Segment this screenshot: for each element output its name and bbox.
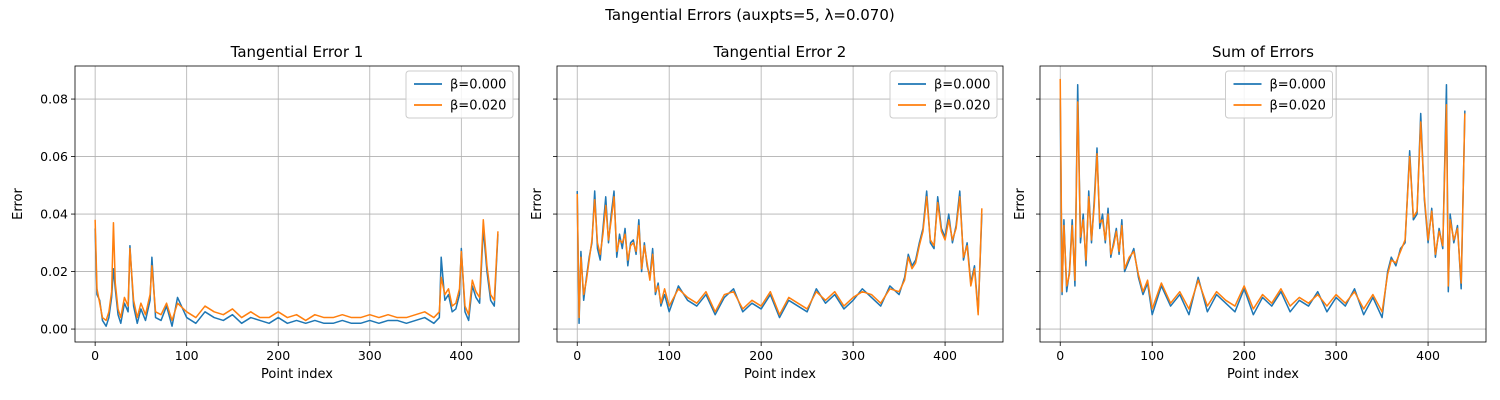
y-tick-label: 0.04	[40, 207, 68, 222]
y-axis-label: Error	[1013, 188, 1028, 220]
x-tick-label: 400	[449, 348, 473, 363]
legend-label-0: β=0.000	[450, 78, 506, 93]
x-tick-label: 300	[358, 348, 382, 363]
x-tick-label: 300	[841, 348, 865, 363]
legend-label-1: β=0.020	[934, 99, 990, 114]
series-line-1	[94, 219, 499, 322]
x-tick-label: 200	[749, 348, 773, 363]
x-tick-label: 400	[1416, 348, 1440, 363]
x-tick-label: 100	[657, 348, 681, 363]
x-tick-label: 400	[933, 348, 957, 363]
series-line-0	[576, 190, 983, 325]
legend-box	[1225, 70, 1333, 119]
legend-box	[405, 70, 514, 119]
x-tick-label: 100	[1140, 348, 1164, 363]
axes-frame	[556, 65, 1004, 343]
x-tick-label: 0	[573, 348, 581, 363]
y-tick-label: 0.00	[40, 322, 68, 337]
series-line-1	[576, 193, 983, 319]
x-tick-label: 200	[1232, 348, 1256, 363]
legend: β=0.000 β=0.020	[405, 70, 514, 119]
legend-label-1: β=0.020	[1270, 99, 1326, 114]
subplot-1: 0 100 200 300 400 0.00 0.02 0.04 0.06 0.08 Tangent…	[11, 43, 520, 382]
x-tick-label: 0	[91, 348, 99, 363]
legend-label-1: β=0.020	[450, 99, 506, 114]
subplot-title: Sum of Errors	[1212, 43, 1314, 61]
series-line-1	[1059, 78, 1466, 313]
y-tick-label: 0.02	[40, 264, 68, 279]
x-tick-label: 300	[1324, 348, 1348, 363]
y-axis-label: Error	[11, 188, 26, 220]
x-tick-label: 100	[175, 348, 199, 363]
figure-suptitle: Tangential Errors (auxpts=5, λ=0.070)	[605, 6, 895, 24]
x-axis-label: Point index	[744, 367, 816, 382]
series-line-0	[1059, 83, 1466, 319]
x-tick-label: 0	[1056, 348, 1064, 363]
legend-box	[889, 70, 998, 119]
x-axis-label: Point index	[261, 367, 333, 382]
x-tick-label: 200	[266, 348, 290, 363]
series-line-0	[94, 227, 499, 327]
legend-label-0: β=0.000	[1270, 78, 1326, 93]
legend-label-0: β=0.000	[934, 78, 990, 93]
axes-frame	[74, 65, 520, 343]
y-tick-label: 0.08	[40, 92, 68, 107]
subplot-3: 0 100 200 300 400 Sum of Errors Point index Err…	[1013, 43, 1487, 382]
axes-frame	[1039, 65, 1487, 343]
x-axis-label: Point index	[1227, 367, 1299, 382]
legend: β=0.000 β=0.020	[889, 70, 998, 119]
legend: β=0.000 β=0.020	[1225, 70, 1333, 119]
y-tick-label: 0.06	[40, 149, 68, 164]
subplot-title: Tangential Error 2	[713, 43, 847, 61]
subplot-2: 0 100 200 300 400 Tangential Error 2 Point ind…	[530, 43, 1004, 382]
y-axis-label: Error	[530, 188, 545, 220]
subplot-title: Tangential Error 1	[230, 43, 364, 61]
